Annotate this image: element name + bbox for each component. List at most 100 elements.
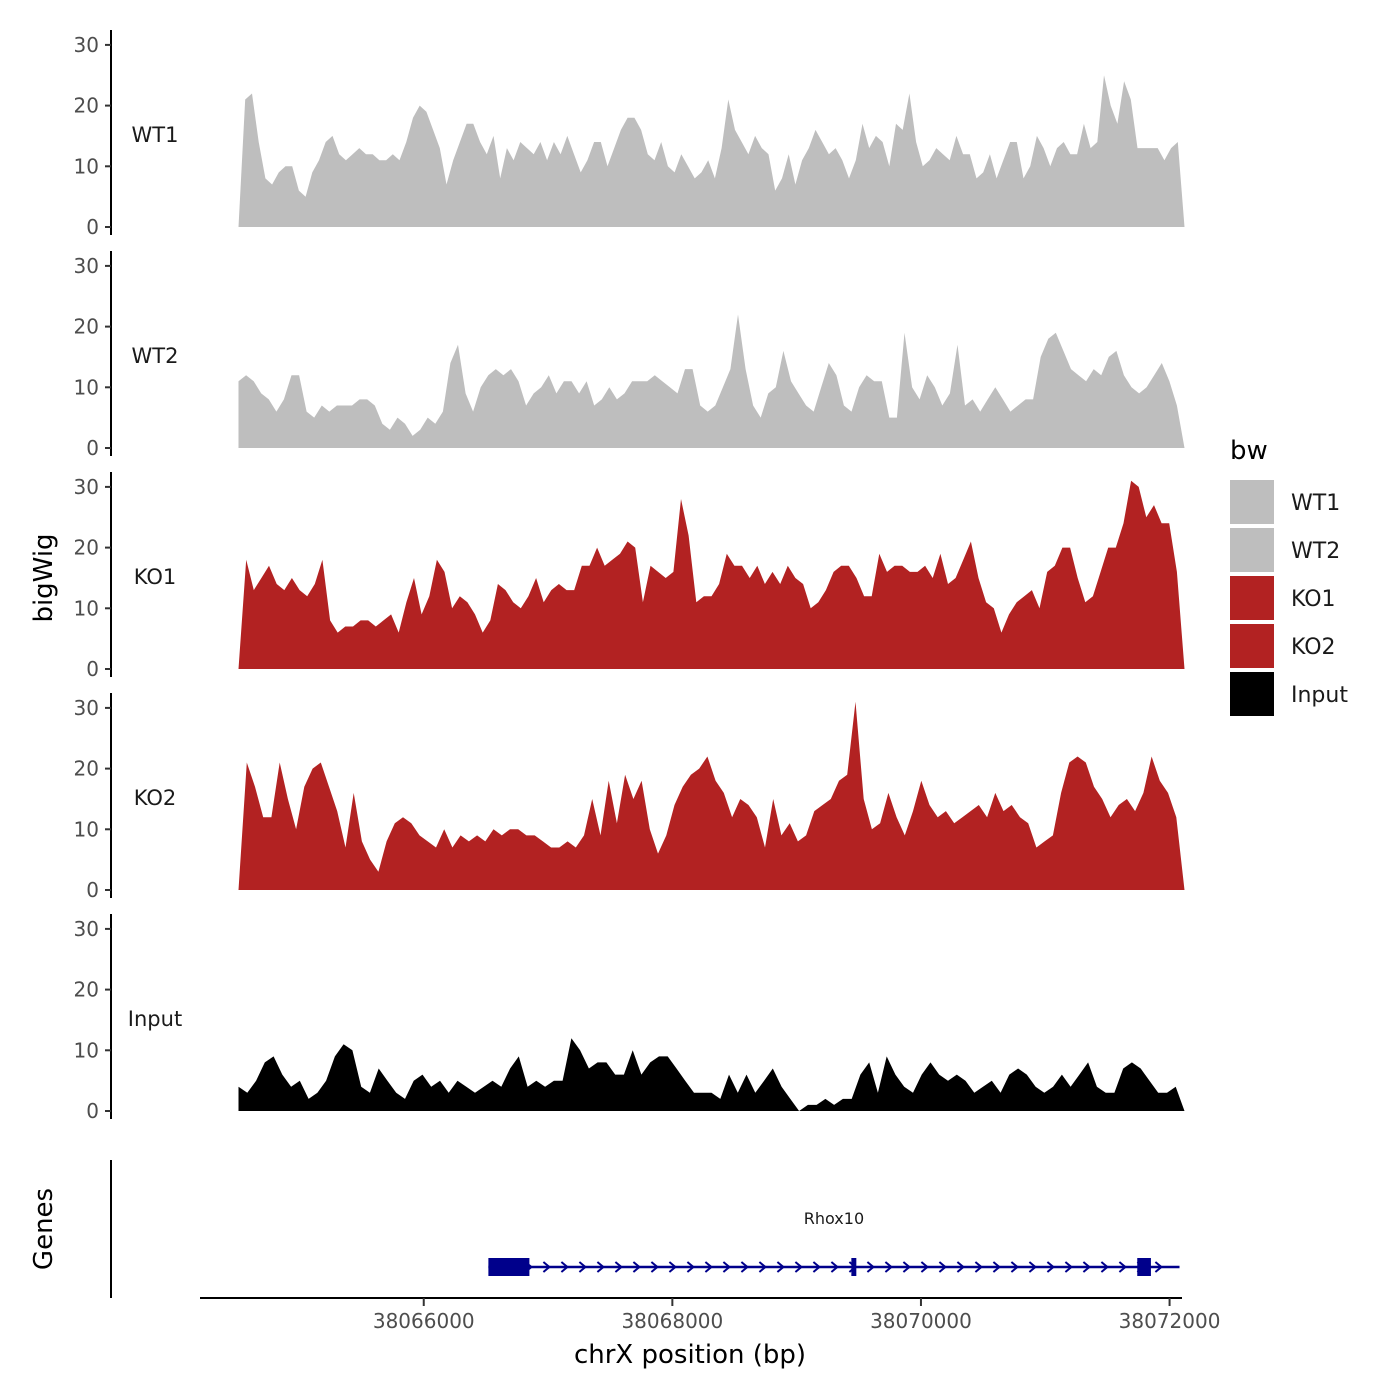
strand-arrow-icon [1154,1261,1163,1273]
strand-arrow-icon [704,1261,713,1273]
strand-arrow-icon [974,1261,983,1273]
track-input: 0 10 20 30 Input [74,914,1185,1123]
legend-label-ko2: KO2 [1291,635,1336,660]
genes-panel: Rhox10 [110,1160,1180,1298]
x-tick-label-38070000: 38070000 [870,1309,972,1333]
strand-arrow-icon [1118,1261,1127,1273]
track-label-ko2: KO2 [134,786,177,810]
y-tick-label-input-10: 10 [74,1038,99,1062]
track-ko1: 0 10 20 30 KO1 [74,472,1185,681]
legend-entry-ko1: KO1 [1230,576,1336,620]
strand-arrow-icon [1100,1261,1109,1273]
series-area-ko2 [238,701,1185,890]
strand-arrow-icon [596,1261,605,1273]
strand-arrow-icon [578,1261,587,1273]
legend-swatch-wt1 [1230,480,1274,524]
x-tick-label-38066000: 38066000 [373,1309,475,1333]
strand-arrow-icon [722,1261,731,1273]
strand-arrow-icon [542,1261,551,1273]
y-tick-label-wt1-0: 0 [86,215,99,239]
legend-swatch-input [1230,672,1274,716]
y-tick-label-wt2-0: 0 [86,436,99,460]
legend-swatch-ko1 [1230,576,1274,620]
gene-exon-1 [488,1258,530,1276]
legend-entry-input: Input [1230,672,1348,716]
gene-rhox10: Rhox10 [488,1209,1180,1276]
y-tick-label-ko2-20: 20 [74,757,99,781]
y-tick-label-ko1-30: 30 [74,475,99,499]
track-label-ko1: KO1 [134,565,177,589]
x-tick-label-38068000: 38068000 [621,1309,723,1333]
strand-arrow-icon [920,1261,929,1273]
x-axis-title: chrX position (bp) [574,1340,806,1370]
gene-exon-3 [1137,1258,1151,1276]
track-label-wt1: WT1 [132,123,179,147]
strand-arrow-icon [776,1261,785,1273]
strand-arrow-icon [650,1261,659,1273]
track-label-wt2: WT2 [132,344,179,368]
x-axis-ticks: 38066000 38068000 38070000 38072000 [373,1298,1221,1333]
tracks-layer: 0 10 20 30 WT1 0 10 20 30 WT2 0 10 20 30 KO1 0 10 20 30 KO2… [74,30,1185,1123]
legend-label-input: Input [1291,683,1348,708]
strand-arrow-icon [740,1261,749,1273]
strand-arrow-icon [812,1261,821,1273]
y-tick-label-wt1-10: 10 [74,154,99,178]
gene-name-label: Rhox10 [804,1209,864,1228]
strand-arrow-icon [614,1261,623,1273]
legend-swatch-ko2 [1230,624,1274,668]
track-label-input: Input [128,1007,182,1031]
y-tick-label-ko1-20: 20 [74,536,99,560]
strand-arrow-icon [992,1261,1001,1273]
legend: bw WT1 WT2 KO1 KO2 Input [1230,436,1348,716]
strand-arrow-icon [1010,1261,1019,1273]
y-tick-label-input-0: 0 [86,1099,99,1123]
y-tick-label-wt1-30: 30 [74,33,99,57]
strand-arrow-icon [1046,1261,1055,1273]
strand-arrow-icon [668,1261,677,1273]
legend-entry-wt2: WT2 [1230,528,1340,572]
legend-title: bw [1230,436,1268,466]
y-tick-label-wt2-10: 10 [74,375,99,399]
series-area-wt1 [238,75,1185,227]
strand-arrow-icon [560,1261,569,1273]
legend-label-wt1: WT1 [1291,491,1340,516]
y-tick-label-input-20: 20 [74,978,99,1002]
gene-exon-2 [851,1258,857,1276]
series-area-input [238,1038,1185,1111]
gene-models: Rhox10 [488,1209,1180,1276]
y-tick-label-ko1-0: 0 [86,657,99,681]
strand-arrow-icon [1028,1261,1037,1273]
x-tick-label-38072000: 38072000 [1119,1309,1221,1333]
y-tick-label-wt2-30: 30 [74,254,99,278]
strand-arrow-icon [758,1261,767,1273]
y-tick-label-ko2-0: 0 [86,878,99,902]
strand-arrow-icon [884,1261,893,1273]
strand-arrow-icon [632,1261,641,1273]
strand-arrow-icon [686,1261,695,1273]
y-tick-label-ko1-10: 10 [74,596,99,620]
y-tick-label-input-30: 30 [74,917,99,941]
strand-arrow-icon [938,1261,947,1273]
y-tick-label-wt1-20: 20 [74,94,99,118]
legend-entry-ko2: KO2 [1230,624,1336,668]
legend-label-wt2: WT2 [1291,539,1340,564]
strand-arrow-icon [956,1261,965,1273]
track-wt2: 0 10 20 30 WT2 [74,251,1185,460]
genes-axis-title: Genes [29,1188,59,1270]
x-axis: 38066000 38068000 38070000 38072000 [200,1297,1221,1333]
strand-arrow-icon [902,1261,911,1273]
y-tick-label-ko2-30: 30 [74,696,99,720]
strand-arrow-icon [1082,1261,1091,1273]
y-tick-label-wt2-20: 20 [74,315,99,339]
y-tick-label-ko2-10: 10 [74,817,99,841]
series-area-wt2 [238,314,1185,448]
strand-arrow-icon [866,1261,875,1273]
track-ko2: 0 10 20 30 KO2 [74,693,1185,902]
track-wt1: 0 10 20 30 WT1 [74,30,1185,239]
series-area-ko1 [238,480,1185,669]
y-axis-title: bigWig [29,533,59,622]
legend-swatch-wt2 [1230,528,1274,572]
strand-arrow-icon [1064,1261,1073,1273]
legend-entries: WT1 WT2 KO1 KO2 Input [1230,480,1348,716]
